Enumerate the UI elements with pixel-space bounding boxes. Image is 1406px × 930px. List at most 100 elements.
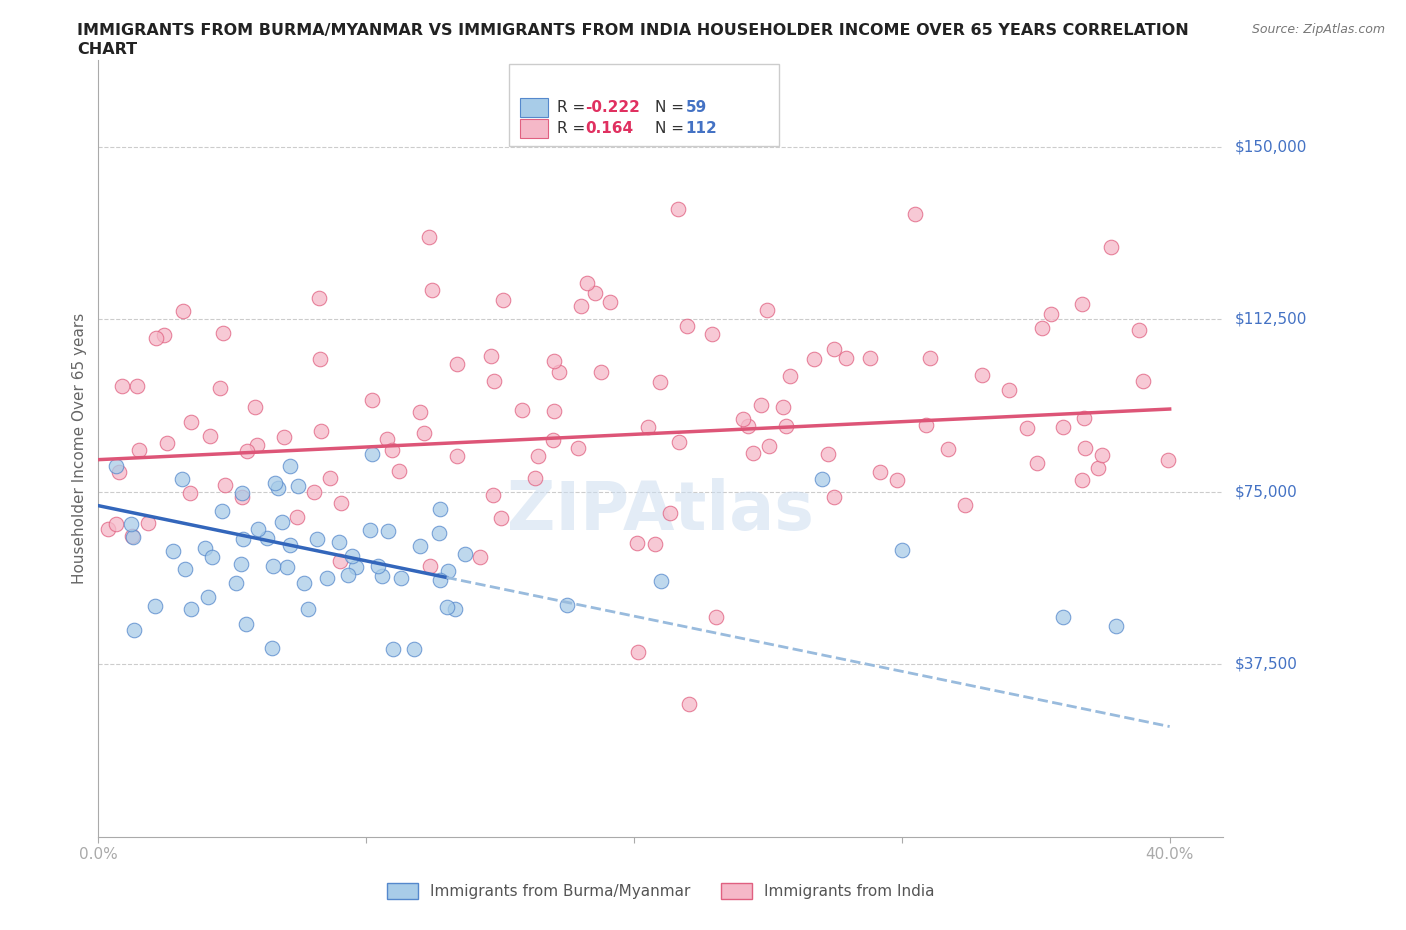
Point bbox=[998, 382, 1021, 397]
Point bbox=[666, 202, 689, 217]
Text: CHART: CHART bbox=[77, 42, 138, 57]
Point bbox=[419, 558, 441, 573]
Point bbox=[231, 490, 253, 505]
Point bbox=[678, 697, 700, 711]
Text: ZIPAtlas: ZIPAtlas bbox=[508, 478, 814, 544]
Point bbox=[492, 292, 515, 307]
Point bbox=[817, 446, 839, 461]
Point bbox=[108, 465, 131, 480]
Point bbox=[648, 375, 671, 390]
Point bbox=[173, 562, 195, 577]
Point bbox=[427, 525, 450, 540]
FancyBboxPatch shape bbox=[520, 119, 548, 138]
Point bbox=[890, 542, 912, 557]
Point bbox=[267, 480, 290, 495]
Point bbox=[904, 206, 927, 221]
Point bbox=[127, 379, 149, 393]
Point bbox=[1026, 456, 1049, 471]
Point bbox=[229, 556, 252, 571]
Point bbox=[359, 523, 381, 538]
Point bbox=[319, 471, 342, 485]
Point bbox=[429, 573, 451, 588]
Point bbox=[676, 318, 699, 333]
Point bbox=[278, 458, 301, 473]
Point bbox=[1074, 441, 1097, 456]
Point bbox=[197, 590, 219, 604]
Point bbox=[236, 444, 259, 458]
Point bbox=[153, 327, 176, 342]
Point bbox=[543, 404, 565, 418]
Point bbox=[756, 302, 779, 317]
Point bbox=[287, 479, 309, 494]
Point bbox=[869, 465, 891, 480]
Point bbox=[328, 535, 350, 550]
Point bbox=[1073, 411, 1095, 426]
Point bbox=[156, 435, 179, 450]
Point bbox=[1132, 374, 1154, 389]
Text: 59: 59 bbox=[686, 100, 707, 114]
Point bbox=[706, 609, 728, 624]
Point bbox=[128, 443, 150, 458]
Point bbox=[482, 373, 505, 388]
Point bbox=[733, 412, 755, 427]
Point bbox=[775, 418, 797, 433]
Point bbox=[264, 476, 287, 491]
Point bbox=[1157, 453, 1180, 468]
Point bbox=[409, 405, 432, 419]
Point bbox=[1052, 609, 1074, 624]
Point bbox=[555, 598, 578, 613]
Point bbox=[361, 446, 384, 461]
Point bbox=[454, 547, 477, 562]
Point bbox=[278, 538, 301, 552]
Point bbox=[1105, 618, 1128, 633]
Point bbox=[1099, 240, 1122, 255]
Text: 0.164: 0.164 bbox=[585, 121, 634, 136]
Point bbox=[543, 353, 565, 368]
Point bbox=[381, 642, 404, 657]
Point bbox=[418, 229, 440, 244]
Point bbox=[953, 498, 976, 512]
Point bbox=[340, 548, 363, 563]
Point bbox=[1071, 472, 1094, 487]
Point bbox=[302, 485, 325, 499]
Point bbox=[214, 477, 236, 492]
Point bbox=[208, 381, 231, 396]
Point bbox=[1091, 447, 1114, 462]
Point bbox=[446, 357, 468, 372]
Point bbox=[361, 392, 384, 407]
Point bbox=[276, 560, 298, 575]
Point bbox=[262, 640, 284, 655]
Point bbox=[122, 530, 145, 545]
Point bbox=[246, 522, 269, 537]
Point bbox=[308, 352, 330, 366]
Text: R =: R = bbox=[557, 100, 591, 114]
Point bbox=[758, 438, 780, 453]
Point bbox=[741, 445, 763, 460]
Point bbox=[772, 400, 794, 415]
Point bbox=[1087, 461, 1109, 476]
Point bbox=[97, 522, 120, 537]
Point bbox=[650, 573, 672, 588]
Point bbox=[231, 485, 253, 500]
Point bbox=[886, 473, 908, 488]
Point bbox=[413, 425, 436, 440]
Point bbox=[823, 489, 845, 504]
Point bbox=[111, 379, 134, 393]
Point bbox=[436, 600, 458, 615]
Point bbox=[256, 530, 278, 545]
Point bbox=[858, 351, 880, 365]
Point bbox=[273, 430, 295, 445]
Point bbox=[211, 503, 233, 518]
Point bbox=[201, 550, 224, 565]
Text: -0.222: -0.222 bbox=[585, 100, 640, 114]
FancyBboxPatch shape bbox=[520, 98, 548, 117]
Point bbox=[246, 437, 269, 452]
Point bbox=[105, 517, 128, 532]
Point bbox=[626, 644, 648, 659]
Point bbox=[305, 531, 328, 546]
Point bbox=[835, 351, 858, 365]
Point bbox=[225, 575, 247, 590]
Point bbox=[420, 282, 443, 297]
Point bbox=[121, 528, 143, 543]
Point bbox=[179, 485, 201, 500]
